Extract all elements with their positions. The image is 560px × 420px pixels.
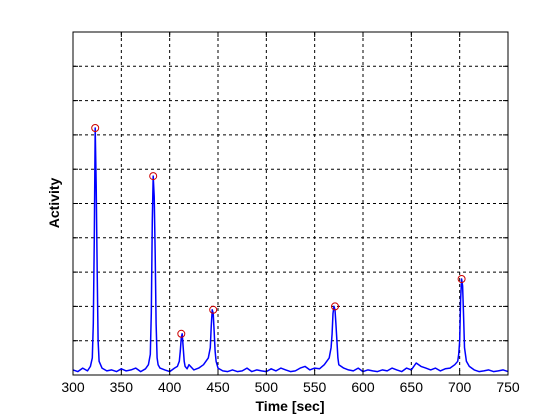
grid bbox=[73, 32, 508, 375]
x-tick-label: 300 bbox=[61, 379, 85, 395]
x-tick-label: 350 bbox=[110, 379, 134, 395]
x-tick-label: 600 bbox=[351, 379, 375, 395]
x-tick-label: 400 bbox=[158, 379, 182, 395]
x-tick-label: 500 bbox=[255, 379, 279, 395]
x-tick-label: 750 bbox=[496, 379, 520, 395]
x-tick-labels: 300 350 400 450 500 550 600 650 700 750 bbox=[61, 379, 520, 395]
signal-series bbox=[72, 127, 509, 373]
peak-markers bbox=[91, 124, 466, 338]
x-axis-label: Time [sec] bbox=[256, 398, 325, 414]
peak-marker bbox=[91, 124, 100, 132]
x-tick-label: 700 bbox=[448, 379, 472, 395]
peak-marker bbox=[457, 275, 466, 283]
y-axis-label: Activity bbox=[46, 178, 62, 229]
peak-marker bbox=[177, 329, 186, 338]
x-tick-label: 650 bbox=[400, 379, 424, 395]
signal-line bbox=[72, 127, 509, 373]
x-tick-label: 450 bbox=[206, 379, 230, 395]
x-tick-label: 550 bbox=[303, 379, 327, 395]
peak-marker bbox=[209, 305, 218, 314]
peak-marker bbox=[331, 302, 339, 311]
axis-ticks bbox=[72, 31, 509, 376]
peak-marker bbox=[149, 172, 158, 181]
